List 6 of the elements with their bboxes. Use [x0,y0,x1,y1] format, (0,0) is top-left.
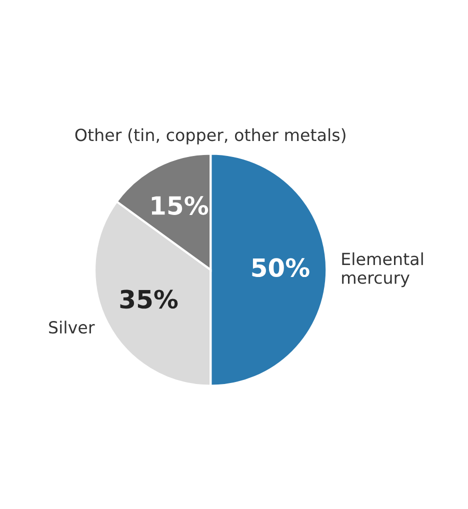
data-label: 50% [252,258,310,278]
data-label: 15% [152,196,208,215]
slice-label: Other (tin, copper, other metals) [75,128,346,144]
slice-label: Elemental mercury [342,252,423,288]
slice-label: Silver [49,320,95,334]
data-label: 35% [120,290,178,309]
